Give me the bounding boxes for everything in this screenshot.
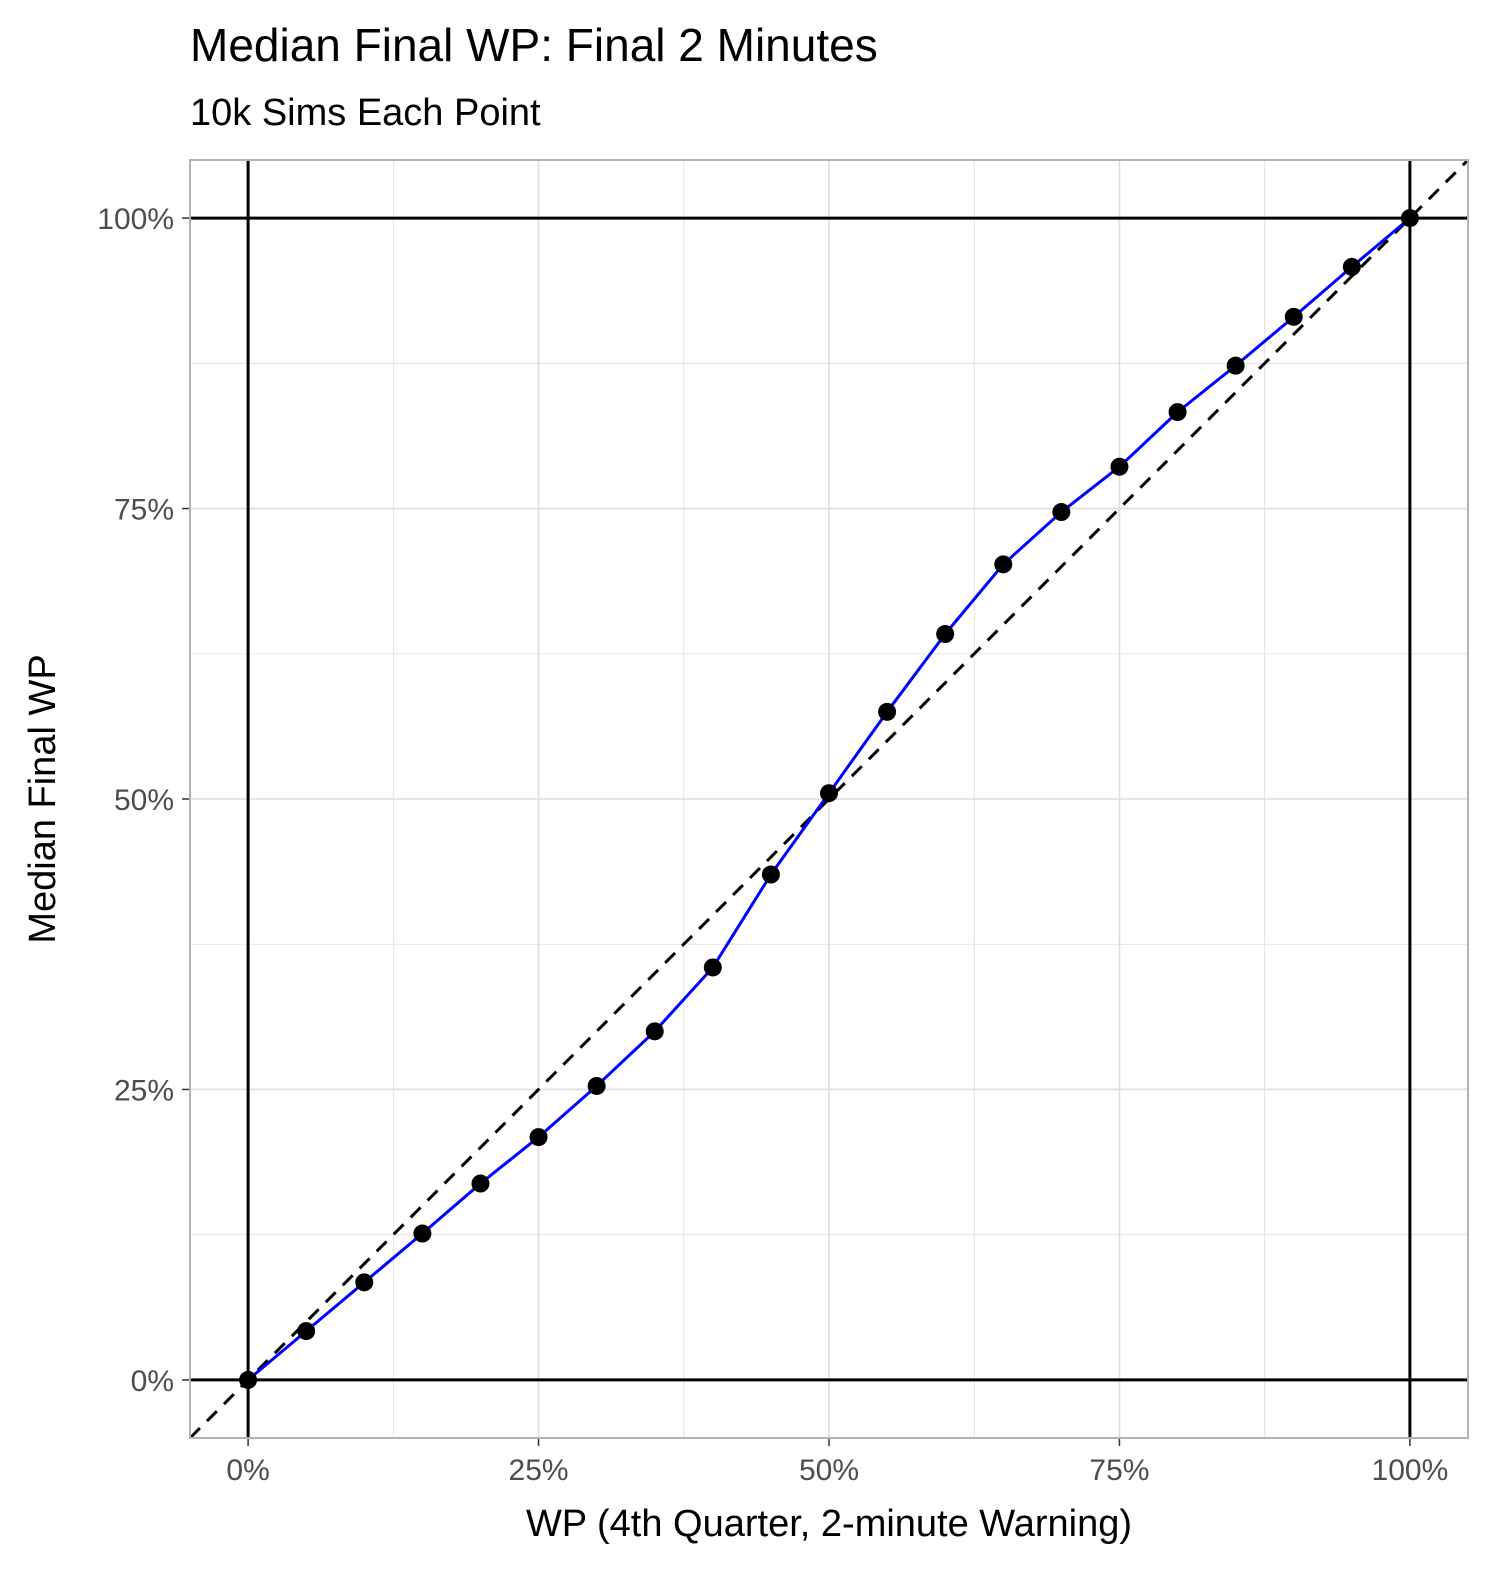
y-tick-label: 75%	[114, 494, 174, 527]
x-axis-title: WP (4th Quarter, 2-minute Warning)	[526, 1503, 1132, 1545]
data-point	[297, 1322, 316, 1341]
data-point	[239, 1370, 258, 1389]
y-tick-label: 100%	[97, 203, 174, 236]
data-point	[936, 625, 955, 644]
data-point	[471, 1174, 490, 1193]
chart-title: Median Final WP: Final 2 Minutes	[190, 19, 878, 71]
data-point	[820, 784, 838, 803]
data-point	[413, 1224, 432, 1243]
y-tick-label: 0%	[131, 1365, 174, 1398]
panel-border	[189, 159, 1469, 1439]
data-point	[761, 865, 780, 884]
data-point	[1226, 356, 1245, 375]
y-axis-title: Median Final WP	[22, 654, 64, 943]
chart-subtitle: 10k Sims Each Point	[190, 92, 541, 134]
axes: 0% 25% 50% 75% 100% 0% 25% 50% 75% 100%	[97, 203, 1448, 1487]
data-point	[1284, 307, 1303, 326]
y-tick-label: 25%	[114, 1074, 174, 1107]
diagonal-dashed-line	[188, 158, 1470, 1440]
data-point	[1168, 403, 1187, 422]
data-point	[1342, 257, 1361, 276]
x-tick-label: 25%	[509, 1454, 569, 1487]
x-tick-label: 100%	[1372, 1454, 1449, 1487]
data-point	[703, 958, 722, 977]
data-point	[1052, 503, 1071, 522]
data-point	[1400, 209, 1419, 228]
reference-lines	[188, 158, 1470, 1440]
grid-lines	[190, 160, 1468, 1438]
x-tick-label: 0%	[226, 1454, 269, 1487]
data-point	[878, 702, 897, 721]
data-point	[355, 1273, 374, 1292]
x-tick-label: 50%	[799, 1454, 859, 1487]
data-point	[587, 1076, 606, 1095]
x-tick-label: 75%	[1089, 1454, 1149, 1487]
data-point	[645, 1022, 664, 1041]
data-point	[994, 555, 1013, 574]
y-tick-label: 50%	[114, 784, 174, 817]
data-point	[529, 1128, 548, 1147]
data-point	[1110, 457, 1129, 476]
data-series	[239, 209, 1419, 1389]
